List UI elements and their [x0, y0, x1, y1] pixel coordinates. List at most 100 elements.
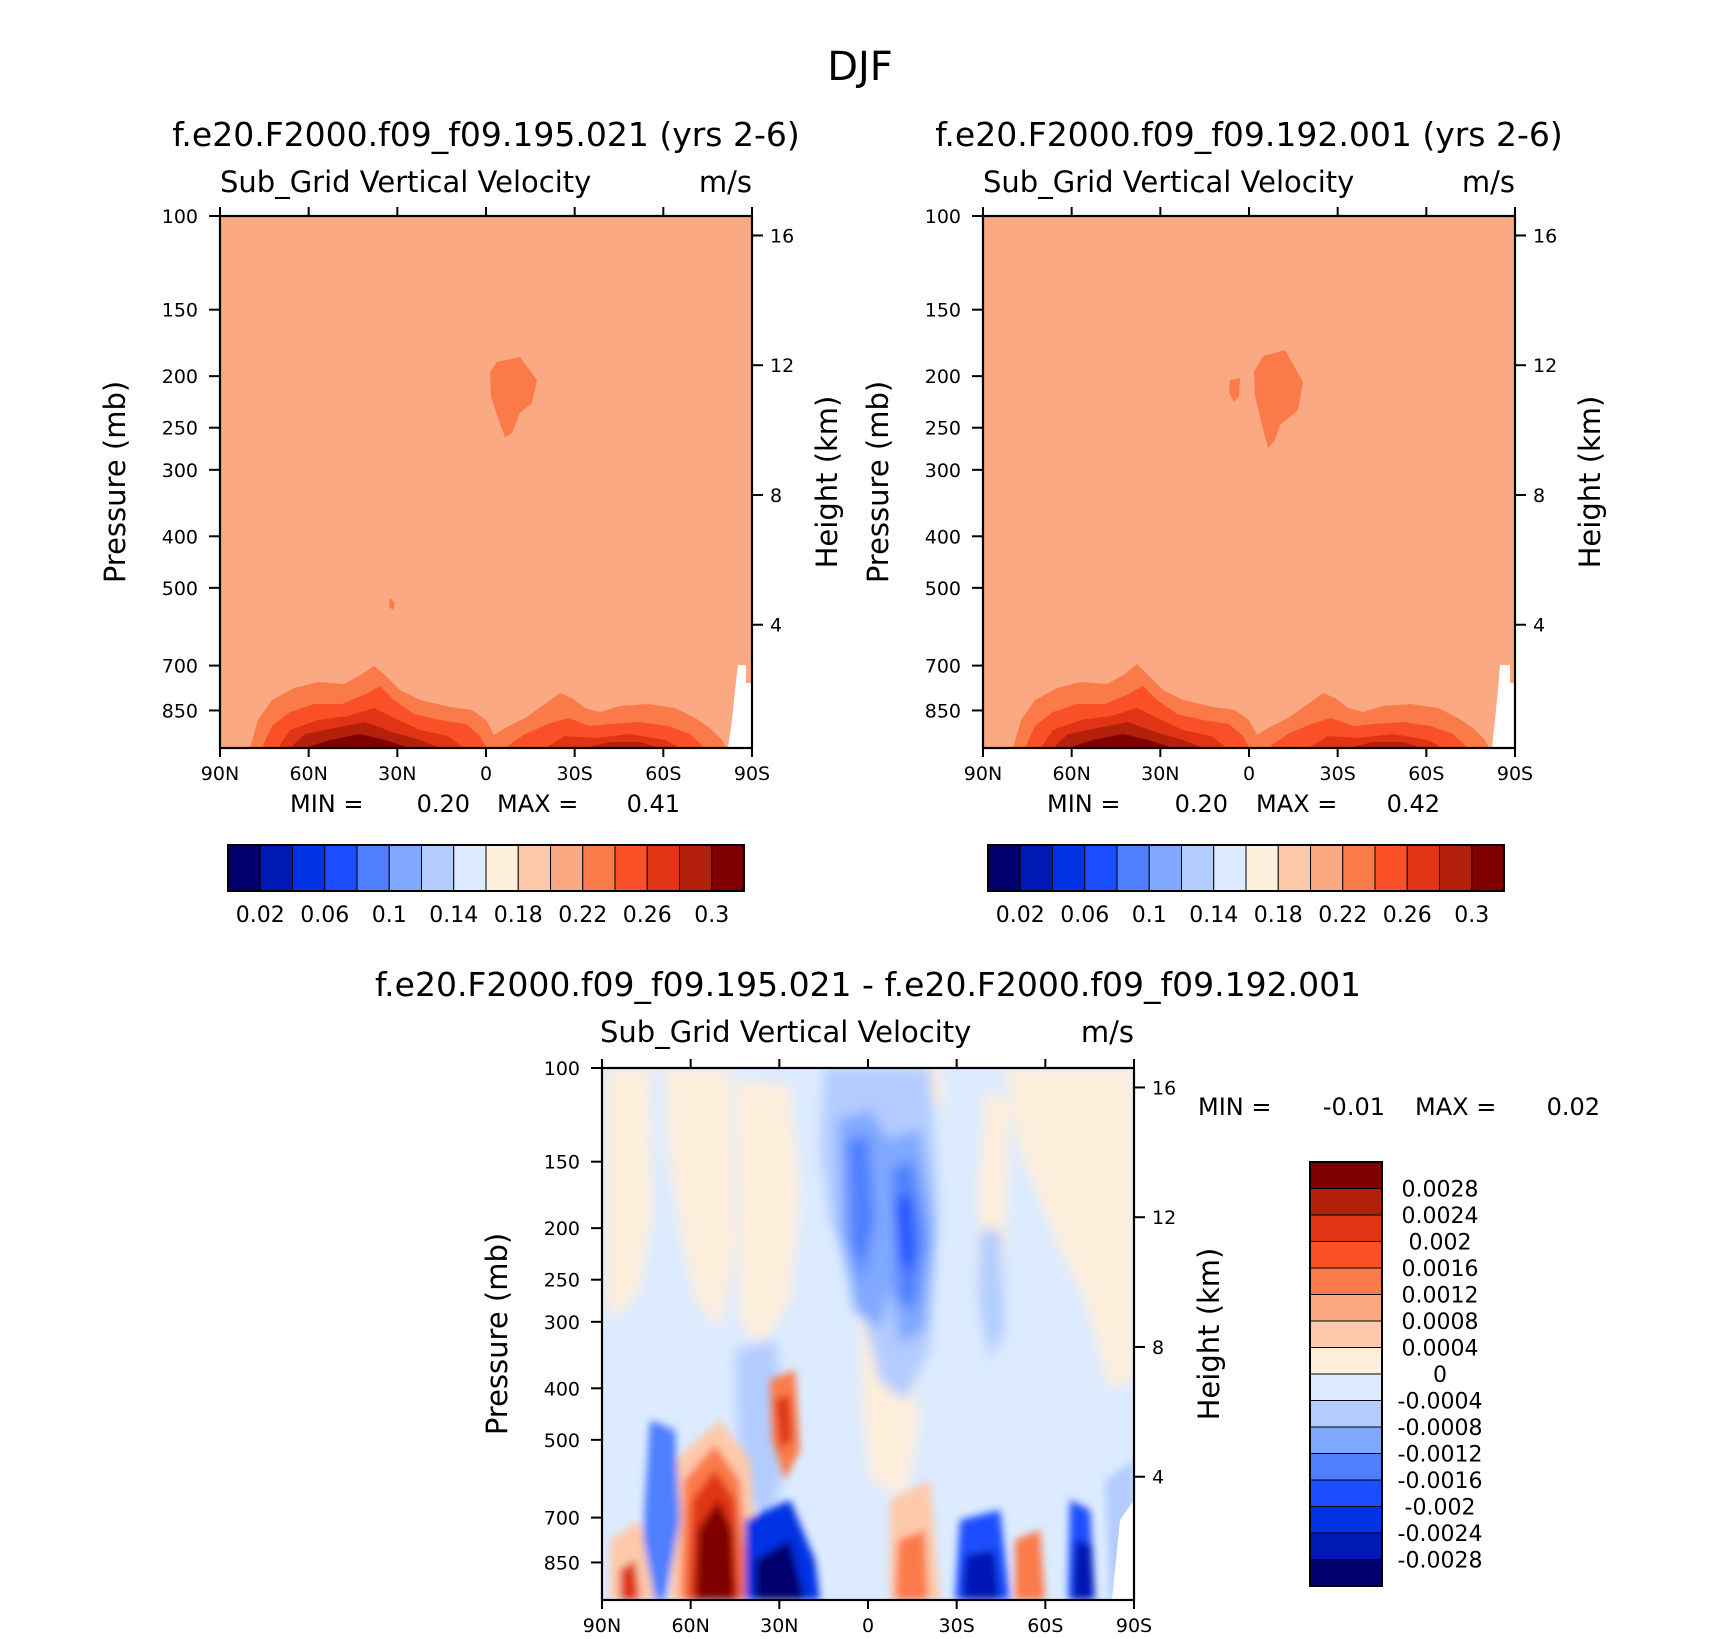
colorbar-label: 0.0004	[1402, 1337, 1479, 1362]
y2-tick-label: 4	[1152, 1467, 1164, 1489]
y2-tick-label: 4	[1533, 615, 1545, 637]
y-tick-label: 700	[925, 656, 961, 678]
colorbar-frame	[987, 844, 1505, 892]
colorbar-swatch	[614, 844, 648, 892]
y-tick-label: 700	[544, 1508, 580, 1530]
colorbar-swatch	[1309, 1453, 1383, 1481]
x-tick-label: 90N	[583, 1615, 621, 1637]
y-axis-title: Pressure (mb)	[98, 381, 132, 583]
small-patch	[389, 598, 395, 610]
colorbar-swatch	[1181, 844, 1215, 892]
y2-tick-label: 16	[770, 225, 794, 247]
colorbar-swatch	[227, 844, 261, 892]
y-tick-label: 250	[544, 1270, 580, 1292]
colorbar-swatch	[679, 844, 713, 892]
max-value: 0.41	[627, 790, 680, 818]
colorbar-vertical: 0.00280.00240.0020.00160.00120.00080.000…	[1309, 1161, 1483, 1587]
boundary-layer-layers	[1013, 664, 1489, 748]
colorbar-swatch	[421, 844, 455, 892]
colorbar-horizontal: 0.02 0.06 0.1 0.14 0.18 0.22 0.26 0.3	[227, 844, 745, 928]
colorbar-swatch	[1309, 1506, 1383, 1534]
colorbar-swatch	[388, 844, 422, 892]
colorbar-label: -0.0008	[1398, 1416, 1483, 1441]
min-label: MIN =	[1047, 790, 1120, 818]
colorbar-swatch	[1309, 1188, 1383, 1216]
colorbar-swatch	[1309, 1161, 1383, 1189]
y-tick-label: 850	[544, 1552, 580, 1574]
colorbar-label: 0.3	[1454, 903, 1489, 928]
colorbar-label: 0.06	[300, 903, 349, 928]
x-tick-label: 60S	[645, 763, 681, 785]
variable-name: Sub_Grid Vertical Velocity	[220, 165, 591, 199]
colorbar-swatch	[1309, 1559, 1383, 1587]
colorbar-label: 0.0012	[1402, 1284, 1479, 1309]
boundary-layer-layers	[250, 666, 726, 748]
colorbar-frame	[227, 844, 745, 892]
colorbar-label: 0.26	[1383, 903, 1432, 928]
panel-difference: f.e20.F2000.f09_f09.195.021 - f.e20.F200…	[375, 965, 1361, 1637]
variable-name: Sub_Grid Vertical Velocity	[600, 1015, 971, 1049]
y2-tick-label: 4	[770, 615, 782, 637]
y-tick-label: 200	[162, 366, 198, 388]
x-tick-label: 30N	[378, 763, 416, 785]
colorbar-swatch	[1309, 1532, 1383, 1560]
panel-case-1: f.e20.F2000.f09_f09.195.021 (yrs 2-6) Su…	[98, 115, 844, 785]
y-axis-title: Pressure (mb)	[861, 381, 895, 583]
x-tick-label: 60S	[1408, 763, 1444, 785]
x-tick-label: 60N	[671, 1615, 709, 1637]
y-tick-label: 100	[544, 1058, 580, 1080]
panel-title: f.e20.F2000.f09_f09.192.001 (yrs 2-6)	[935, 115, 1563, 154]
y-tick-label: 300	[162, 460, 198, 482]
max-value: 0.42	[1387, 790, 1440, 818]
colorbar-swatch	[1310, 844, 1344, 892]
edge-gap	[1112, 1500, 1134, 1600]
colorbar-frame	[1309, 1161, 1383, 1587]
y-axis-title: Pressure (mb)	[480, 1233, 514, 1435]
figure-title: DJF	[827, 44, 893, 90]
colorbar-label: 0.002	[1409, 1231, 1472, 1256]
y2-tick-label: 12	[1533, 355, 1557, 377]
y-tick-label: 300	[544, 1312, 580, 1334]
max-value: 0.02	[1547, 1093, 1600, 1121]
upper-level-maximum	[1254, 350, 1303, 448]
x-tick-label: 90N	[201, 763, 239, 785]
y2-tick-label: 12	[770, 355, 794, 377]
colorbar-swatch	[1309, 1241, 1383, 1269]
min-value: 0.20	[417, 790, 470, 818]
colorbars: 0.02 0.06 0.1 0.14 0.18 0.22 0.26 0.3 0.02 0.06 0.…	[227, 844, 1505, 1587]
colorbar-swatch	[1148, 844, 1182, 892]
panel-title: f.e20.F2000.f09_f09.195.021 (yrs 2-6)	[172, 115, 800, 154]
colorbar-swatch	[356, 844, 390, 892]
x-tick-label: 90S	[1497, 763, 1533, 785]
colorbar-swatch	[485, 844, 519, 892]
minmax-labels: MIN = 0.20 MAX = 0.41 MIN = 0.20 MAX = 0.42 MIN …	[290, 790, 1600, 1121]
colorbar-label: 0.0028	[1402, 1178, 1479, 1203]
colorbar-swatch	[1052, 844, 1086, 892]
y-tick-label: 700	[162, 656, 198, 678]
x-tick-label: 60N	[1052, 763, 1090, 785]
colorbar-swatch	[1277, 844, 1311, 892]
x-tick-label: 30S	[939, 1615, 975, 1637]
colorbar-swatch	[1309, 1373, 1383, 1401]
small-patch	[1229, 378, 1240, 402]
variable-name: Sub_Grid Vertical Velocity	[983, 165, 1354, 199]
edge-gap	[1492, 665, 1515, 748]
min-value: -0.01	[1323, 1093, 1385, 1121]
y-tick-label: 850	[162, 700, 198, 722]
contour-field	[983, 216, 1515, 748]
x-tick-label: 30N	[760, 1615, 798, 1637]
colorbar-label: -0.0004	[1398, 1390, 1483, 1415]
y-tick-label: 500	[162, 578, 198, 600]
colorbar-swatch	[1309, 1320, 1383, 1348]
contour-field	[220, 216, 752, 748]
colorbar-swatch	[1309, 1347, 1383, 1375]
panel-case-2: f.e20.F2000.f09_f09.192.001 (yrs 2-6) Su…	[861, 115, 1607, 785]
min-value: 0.20	[1175, 790, 1228, 818]
x-tick-label: 30S	[557, 763, 593, 785]
colorbar-swatch	[711, 844, 745, 892]
colorbar-label: -0.0012	[1398, 1443, 1483, 1468]
colorbar-swatch	[1471, 844, 1505, 892]
x-tick-label: 60N	[289, 763, 327, 785]
colorbar-swatch	[1309, 1479, 1383, 1507]
colorbar-label: 0.14	[1189, 903, 1238, 928]
